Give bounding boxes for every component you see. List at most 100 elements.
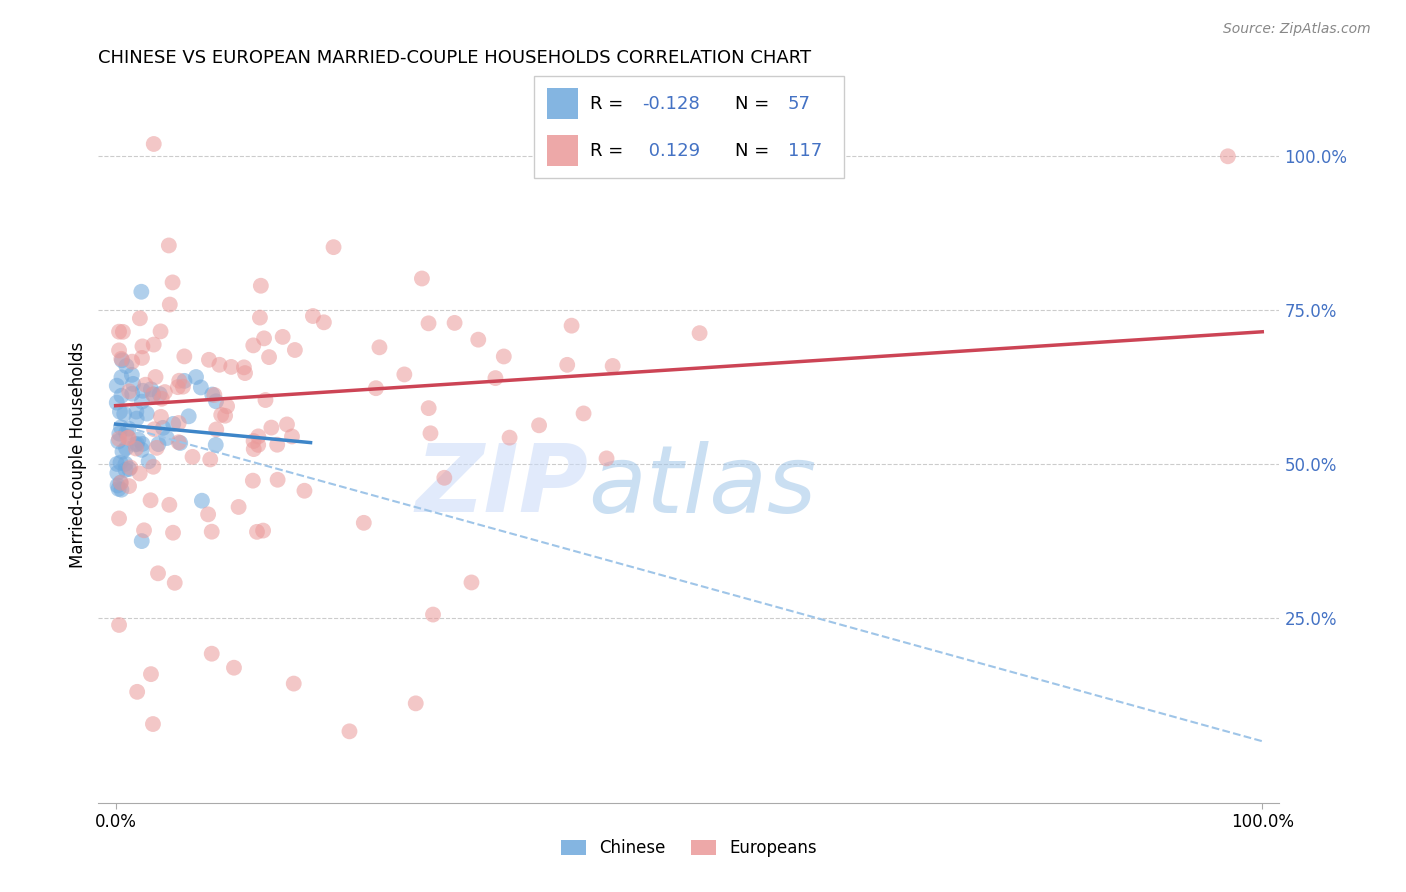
Point	[105, 395, 128, 409]
Point	[157, 498, 180, 512]
Point	[125, 437, 148, 451]
Point	[150, 392, 173, 406]
Point	[254, 392, 277, 407]
Point	[249, 310, 271, 325]
Point	[353, 516, 375, 530]
Point	[110, 475, 132, 490]
Point	[132, 524, 155, 538]
Point	[131, 534, 153, 549]
Point	[276, 417, 298, 432]
Point	[108, 343, 131, 358]
Point	[200, 452, 222, 467]
Point	[257, 350, 280, 364]
Point	[128, 311, 150, 326]
Point	[156, 431, 179, 445]
Point	[498, 431, 520, 445]
Point	[173, 350, 195, 364]
Point	[121, 386, 143, 401]
Point	[233, 366, 256, 380]
Point	[222, 661, 245, 675]
Y-axis label: Married-couple Households: Married-couple Households	[69, 342, 87, 568]
Point	[127, 433, 149, 447]
Point	[114, 463, 136, 477]
Point	[419, 426, 441, 441]
Point	[157, 238, 180, 252]
Point	[108, 618, 131, 632]
Point	[125, 411, 148, 425]
Point	[595, 451, 617, 466]
Point	[173, 374, 195, 388]
Text: Source: ZipAtlas.com: Source: ZipAtlas.com	[1223, 22, 1371, 37]
Point	[247, 429, 270, 443]
Point	[205, 394, 228, 409]
Point	[214, 409, 236, 423]
Legend: Chinese, Europeans: Chinese, Europeans	[554, 833, 824, 864]
Point	[242, 442, 264, 456]
Point	[143, 422, 166, 436]
Point	[146, 566, 169, 581]
Point	[368, 340, 391, 354]
Text: R =: R =	[591, 95, 628, 112]
Point	[108, 511, 131, 525]
Point	[111, 444, 134, 458]
Point	[312, 315, 335, 329]
Point	[117, 431, 139, 445]
Point	[111, 353, 134, 368]
Point	[271, 330, 294, 344]
Text: CHINESE VS EUROPEAN MARRIED-COUPLE HOUSEHOLDS CORRELATION CHART: CHINESE VS EUROPEAN MARRIED-COUPLE HOUSE…	[98, 49, 811, 67]
Point	[118, 479, 141, 493]
Point	[1216, 149, 1239, 163]
Point	[242, 474, 264, 488]
Point	[134, 377, 156, 392]
Point	[112, 407, 135, 421]
Point	[527, 418, 550, 433]
Point	[110, 456, 132, 470]
Point	[197, 508, 219, 522]
Point	[105, 378, 128, 392]
Point	[142, 136, 165, 151]
Point	[122, 376, 145, 391]
Point	[139, 493, 162, 508]
Point	[110, 483, 132, 497]
Point	[169, 436, 191, 450]
Point	[191, 493, 214, 508]
Point	[166, 380, 188, 394]
Point	[105, 457, 128, 471]
Point	[115, 441, 138, 455]
Text: 0.129: 0.129	[643, 142, 700, 160]
Point	[602, 359, 624, 373]
Point	[208, 358, 231, 372]
Point	[167, 435, 190, 450]
Point	[247, 438, 270, 452]
Point	[162, 417, 184, 431]
Point	[132, 384, 155, 398]
Point	[492, 350, 515, 364]
Point	[142, 717, 165, 731]
Point	[201, 387, 224, 401]
Point	[190, 380, 212, 394]
Point	[242, 338, 264, 352]
Point	[555, 358, 578, 372]
Point	[108, 432, 131, 446]
Point	[163, 575, 186, 590]
Point	[172, 379, 194, 393]
Point	[204, 438, 226, 452]
Point	[114, 457, 136, 471]
Point	[201, 647, 224, 661]
Point	[266, 473, 288, 487]
Text: ZIP: ZIP	[416, 441, 589, 533]
Text: atlas: atlas	[589, 441, 817, 532]
Point	[115, 359, 138, 373]
Point	[250, 278, 273, 293]
Point	[443, 316, 465, 330]
Point	[572, 407, 595, 421]
Point	[246, 524, 269, 539]
Point	[153, 385, 176, 400]
Point	[689, 326, 711, 340]
Point	[184, 370, 207, 384]
Point	[294, 483, 316, 498]
Point	[145, 370, 167, 384]
Point	[145, 441, 167, 455]
Point	[117, 431, 139, 445]
Point	[162, 525, 184, 540]
